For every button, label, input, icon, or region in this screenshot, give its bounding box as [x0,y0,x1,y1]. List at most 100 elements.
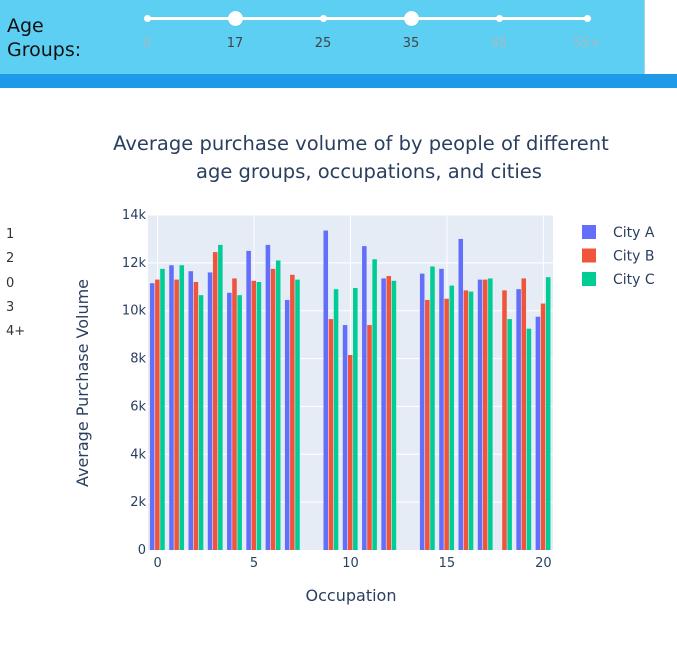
bar-city-b[interactable] [347,354,353,550]
y-tick-labels: 0 2k 4k 6k 8k 10k 12k 14k [122,208,147,558]
bar-city-c[interactable] [198,295,204,550]
bars [149,230,551,551]
bar-city-c[interactable] [526,328,532,550]
legend-swatch[interactable] [582,272,596,286]
bar-city-b[interactable] [502,290,507,551]
bar-city-a[interactable] [265,244,271,550]
age-groups-label: Age Groups: [7,14,81,62]
bar-city-c[interactable] [160,268,165,550]
slider-mark-label[interactable]: 0 [142,36,152,51]
bar-city-a[interactable] [535,316,541,550]
legend-label[interactable]: City B [613,249,655,265]
slider-mark-label[interactable]: 55+ [573,36,601,51]
bar-city-b[interactable] [328,319,334,550]
bar-city-c[interactable] [391,280,397,550]
slider-handle[interactable] [403,11,419,26]
bar-city-b[interactable] [193,282,199,550]
bar-city-a[interactable] [516,289,521,550]
side-option-item: 4+ [6,324,26,340]
bar-city-b[interactable] [174,279,179,550]
bar-city-a[interactable] [169,265,174,550]
bar-city-a[interactable] [227,292,232,550]
y-tick-label: 4k [130,447,146,462]
slider-mark-dot[interactable] [319,15,327,22]
legend-swatch[interactable] [582,248,596,263]
bar-city-a[interactable] [362,246,367,551]
age-range-slider[interactable]: 0 17 25 35 45 55+ [0,0,644,74]
age-label-line2: Groups: [7,39,82,61]
slider-mark-label[interactable]: 25 [314,36,332,51]
x-axis-title: Occupation [306,586,397,605]
x-tick-label: 20 [535,556,552,571]
side-option-item: 1 [6,227,15,242]
y-tick-label: 2k [130,495,146,510]
bar-city-c[interactable] [545,277,551,550]
bar-city-c[interactable] [430,266,435,550]
bar-city-a[interactable] [381,278,386,550]
bar-city-c[interactable] [333,289,339,550]
bar-city-c[interactable] [353,287,358,550]
side-option-item: 2 [6,251,15,267]
bar-city-a[interactable] [477,279,483,550]
legend-label[interactable]: City C [613,272,655,288]
slider-mark-label[interactable]: 35 [402,36,420,51]
legend-swatch[interactable] [582,225,596,239]
x-tick-label: 5 [250,556,258,571]
bar-city-b[interactable] [232,278,237,550]
slider-mark-dot[interactable] [495,15,503,22]
bar-city-b[interactable] [251,280,257,550]
age-filter-panel [0,0,645,74]
bar-city-a[interactable] [323,230,329,551]
bar-city-b[interactable] [444,298,449,550]
x-tick-labels: 0 5 10 15 20 [154,556,552,571]
bar-city-b[interactable] [463,290,469,551]
bar-city-c[interactable] [295,279,300,550]
slider-mark-dot[interactable] [583,15,591,22]
bar-city-b[interactable] [386,276,392,550]
bar-city-b[interactable] [540,303,546,550]
legend-label[interactable]: City A [613,225,655,241]
bar-city-a[interactable] [342,325,348,550]
y-tick-label: 8k [130,352,146,367]
y-tick-label: 14k [122,208,147,223]
bar-city-a[interactable] [458,238,464,550]
bar-city-b[interactable] [155,279,160,550]
bar-city-b[interactable] [290,274,295,550]
bar-city-c[interactable] [488,278,493,550]
slider-mark-dot[interactable] [143,15,151,22]
bar-city-c[interactable] [449,285,455,550]
y-axis-title: Average Purchase Volume [73,279,92,487]
bar-city-b[interactable] [270,268,276,550]
slider-track[interactable] [147,17,587,20]
bar-city-c[interactable] [256,282,262,550]
chart-legend: City A City B City C [582,225,655,288]
bar-city-c[interactable] [237,295,242,550]
slider-mark-label[interactable]: 45 [490,36,508,51]
header-bottom-band [0,74,677,88]
bar-city-a[interactable] [207,272,213,550]
bar-city-c[interactable] [468,291,474,550]
bar-city-a[interactable] [439,268,444,550]
bar-city-a[interactable] [188,271,194,550]
bar-city-c[interactable] [275,260,281,550]
side-option-item: 0 [6,275,15,291]
bar-city-b[interactable] [521,278,527,550]
bar-city-c[interactable] [218,244,223,550]
bar-city-a[interactable] [419,273,425,551]
bar-city-a[interactable] [246,250,251,550]
slider-mark-label[interactable]: 17 [226,36,244,51]
y-tick-label: 12k [122,256,147,271]
side-option-item: 3 [6,299,15,315]
slider-handle[interactable] [227,11,243,26]
bar-city-c[interactable] [507,319,512,550]
bar-city-b[interactable] [425,299,430,550]
bar-city-c[interactable] [372,259,377,550]
bar-city-b[interactable] [482,279,488,550]
bar-city-b[interactable] [367,325,372,550]
bar-city-a[interactable] [149,283,155,550]
bar-city-c[interactable] [179,265,185,550]
bar-city-b[interactable] [212,252,218,550]
bar-city-a[interactable] [284,299,290,550]
y-tick-label: 6k [130,399,146,414]
